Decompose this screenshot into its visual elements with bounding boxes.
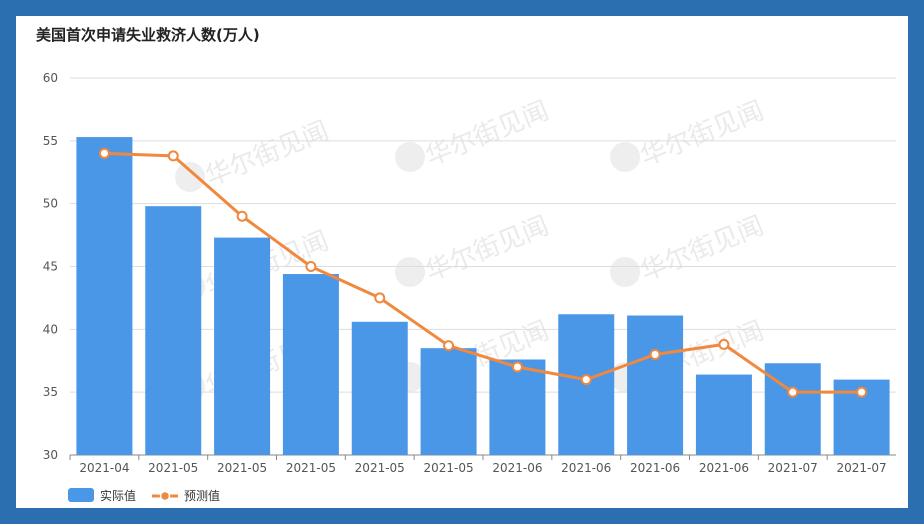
x-tick-label: 2021-05 — [148, 461, 198, 475]
x-tick-label: 2021-07 — [768, 461, 818, 475]
legend-label-forecast: 预测值 — [184, 488, 220, 503]
chart-canvas: 华尔街见闻华尔街见闻华尔街见闻华尔街见闻华尔街见闻华尔街见闻华尔街见闻华尔街见闻… — [43, 71, 896, 503]
watermark-text: 华尔街见闻 — [636, 96, 768, 173]
y-tick-label: 55 — [43, 134, 58, 148]
y-tick-label: 45 — [43, 260, 58, 274]
watermark-text: 华尔街见闻 — [421, 96, 553, 173]
y-tick-label: 50 — [43, 197, 58, 211]
bar[interactable] — [351, 321, 408, 455]
watermark-logo — [175, 162, 205, 192]
chart-title: 美国首次申请失业救济人数(万人) — [36, 26, 260, 44]
forecast-point[interactable] — [374, 292, 386, 304]
forecast-line — [104, 151, 862, 394]
bar[interactable] — [282, 274, 339, 455]
watermark-logo — [610, 257, 640, 287]
forecast-point[interactable] — [856, 386, 868, 398]
legend-label-actual: 实际值 — [100, 488, 136, 503]
bar[interactable] — [76, 137, 133, 455]
bar[interactable] — [420, 348, 477, 455]
chart-panel: 美国首次申请失业救济人数(万人) 华尔街见闻 华尔街见闻 华尔街见闻 华尔街见闻 华尔街… — [16, 16, 908, 508]
y-tick-label: 30 — [43, 448, 58, 462]
x-tick-label: 2021-06 — [492, 461, 542, 475]
bar[interactable] — [627, 315, 684, 455]
x-tick-label: 2021-06 — [699, 461, 749, 475]
x-tick-label: 2021-05 — [355, 461, 405, 475]
watermark-logo — [395, 142, 425, 172]
forecast-point[interactable] — [511, 361, 523, 373]
legend-swatch-bar — [68, 488, 94, 502]
y-tick-label: 35 — [43, 385, 58, 399]
forecast-point[interactable] — [167, 150, 179, 162]
forecast-point[interactable] — [787, 386, 799, 398]
forecast-point[interactable] — [98, 147, 110, 159]
x-tick-label: 2021-04 — [79, 461, 129, 475]
bar[interactable] — [489, 359, 546, 455]
x-tick-label: 2021-05 — [217, 461, 267, 475]
watermark-text: 华尔街见闻 — [201, 116, 333, 193]
y-tick-label: 40 — [43, 322, 58, 336]
watermark-text: 华尔街见闻 — [636, 211, 768, 288]
x-tick-label: 2021-06 — [561, 461, 611, 475]
x-tick-label: 2021-07 — [837, 461, 887, 475]
forecast-point[interactable] — [236, 210, 248, 222]
watermark-logo — [610, 142, 640, 172]
bar[interactable] — [214, 237, 271, 455]
x-tick-label: 2021-06 — [630, 461, 680, 475]
bar[interactable] — [145, 206, 202, 455]
forecast-point[interactable] — [305, 261, 317, 272]
forecast-point[interactable] — [443, 340, 455, 352]
forecast-point[interactable] — [580, 374, 592, 386]
x-tick-label: 2021-05 — [286, 461, 336, 475]
legend-swatch-point — [159, 490, 171, 502]
watermark-logo — [395, 257, 425, 287]
forecast-point[interactable] — [718, 338, 730, 350]
x-tick-label: 2021-05 — [424, 461, 474, 475]
bar[interactable] — [695, 374, 752, 455]
y-tick-label: 60 — [43, 71, 58, 85]
forecast-point[interactable] — [649, 348, 661, 360]
watermark-text: 华尔街见闻 — [421, 211, 553, 288]
